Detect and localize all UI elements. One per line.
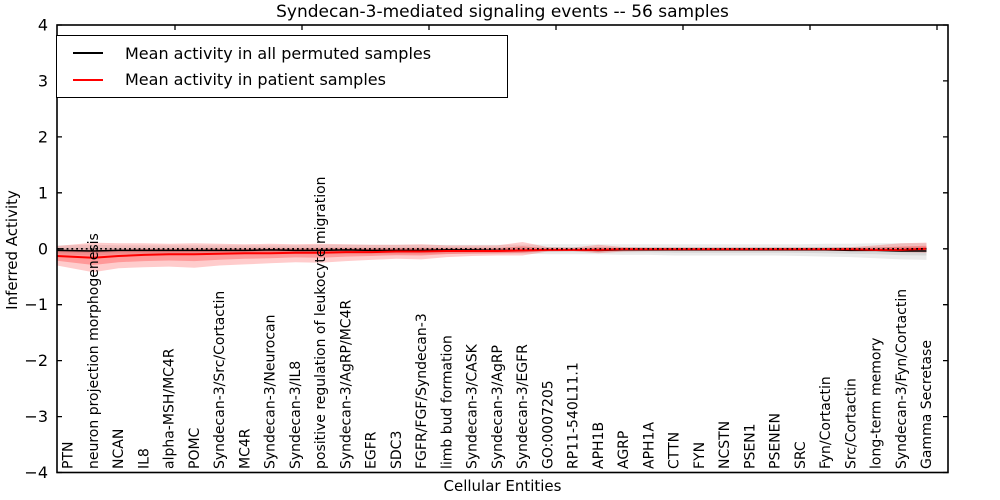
x-category-label: SRC <box>793 441 809 469</box>
x-category-label: SDC3 <box>389 431 405 469</box>
legend-entry-permuted: Mean activity in all permuted samples <box>57 44 507 63</box>
legend-box: Mean activity in all permuted samples Me… <box>56 35 508 98</box>
x-category-label: Syndecan-3/AgRP/MC4R <box>338 300 354 469</box>
y-tick-label: −2 <box>24 351 48 370</box>
x-category-label: Gamma Secretase <box>919 340 935 469</box>
x-category-label: AGRP <box>616 431 632 469</box>
x-category-label: long-term memory <box>869 338 885 469</box>
y-tick-label: 0 <box>38 239 48 258</box>
y-tick-label: −3 <box>24 407 48 426</box>
x-category-label: NCAN <box>111 429 127 469</box>
y-tick-label: −4 <box>24 463 48 482</box>
x-category-label: IL8 <box>136 448 152 469</box>
y-tick-label: −1 <box>24 295 48 314</box>
x-category-label: positive regulation of leukocyte migrati… <box>313 176 329 469</box>
legend-line-sample-red-icon <box>73 78 103 81</box>
x-category-label: Syndecan-3/Src/Cortactin <box>212 291 228 469</box>
x-category-label: PSENEN <box>768 413 784 469</box>
x-category-label: FGFR/FGF/Syndecan-3 <box>414 313 430 469</box>
x-category-label: RP11-540L11.1 <box>566 362 582 469</box>
x-category-label: neuron projection morphogenesis <box>86 233 102 469</box>
x-category-label: Syndecan-3/CASK <box>465 343 481 469</box>
x-category-label: FYN <box>692 442 708 469</box>
y-tick-label: 4 <box>38 16 48 35</box>
y-axis-label: Inferred Activity <box>3 190 21 310</box>
x-category-label: GO:0007205 <box>540 380 556 469</box>
x-axis-label: Cellular Entities <box>443 477 562 495</box>
axis-ticks <box>57 24 948 474</box>
y-tick-label: 1 <box>38 183 48 202</box>
x-category-label: APH1B <box>591 422 607 469</box>
x-category-label: Syndecan-3/EGFR <box>515 344 531 469</box>
y-tick-label: 2 <box>38 127 48 146</box>
legend-label-patient: Mean activity in patient samples <box>125 70 386 90</box>
legend-entry-patient: Mean activity in patient samples <box>57 70 507 89</box>
x-category-label: PTN <box>61 442 77 469</box>
x-category-label: limb bud formation <box>439 335 455 469</box>
x-category-label: PSEN1 <box>742 423 758 469</box>
legend-label-permuted: Mean activity in all permuted samples <box>125 43 432 63</box>
x-category-label: Syndecan-3/Neurocan <box>263 315 279 470</box>
x-category-label: Syndecan-3/IL8 <box>288 361 304 469</box>
chart-title: Syndecan-3-mediated signaling events -- … <box>276 2 729 22</box>
x-category-label: MC4R <box>237 428 253 469</box>
x-category-label: Syndecan-3/AgRP <box>490 345 506 469</box>
x-category-label: NCSTN <box>717 421 733 469</box>
x-category-label: POMC <box>187 427 203 469</box>
x-category-label: Src/Cortactin <box>843 378 859 469</box>
x-category-label: EGFR <box>364 431 380 469</box>
x-category-label: CTTN <box>667 432 683 469</box>
x-category-label: alpha-MSH/MC4R <box>162 348 178 469</box>
x-category-label: Syndecan-3/Fyn/Cortactin <box>894 289 910 469</box>
y-tick-label: 3 <box>38 71 48 90</box>
x-category-label: Fyn/Cortactin <box>818 376 834 469</box>
legend-line-sample-black-icon <box>73 52 103 55</box>
x-category-label: APH1A <box>641 422 657 469</box>
